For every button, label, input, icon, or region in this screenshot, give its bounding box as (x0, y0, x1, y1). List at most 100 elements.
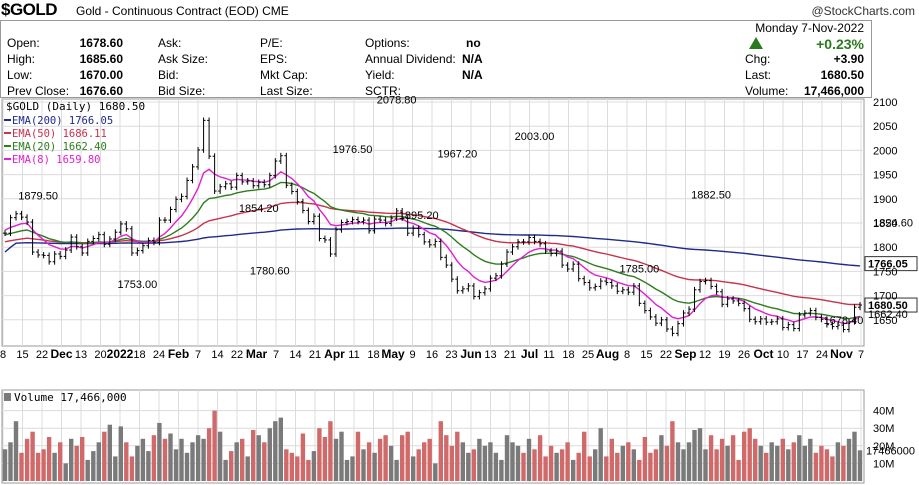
prev-close-value: 1676.60 (79, 84, 123, 98)
price-bar (670, 326, 675, 337)
price-bar (107, 236, 112, 248)
price-bar (846, 318, 851, 333)
volume-bar (251, 430, 256, 481)
price-annotation: 1854.20 (239, 203, 279, 215)
volume-bar (526, 438, 532, 481)
watermark: @StockCharts.com (811, 4, 915, 18)
volume-bar (830, 456, 835, 481)
ema8-line (4, 168, 861, 325)
volume-bar (377, 438, 383, 481)
price-bar (593, 283, 598, 291)
volume-bar (339, 431, 344, 481)
volume-legend: Volume 17,466,000 (4, 391, 127, 404)
date-tick-label: 15 (16, 349, 28, 361)
date-tick-label: Oct (753, 347, 773, 361)
right-value-label: 1662.40 (868, 309, 908, 321)
options-label: Options: (365, 36, 410, 50)
volume-bar (13, 421, 19, 481)
price-bar (306, 207, 311, 225)
price-bar (19, 210, 24, 221)
annotation-layer: 1879.50 1753.00 1854.20 1780.60 1976.50 2078.… (18, 94, 918, 327)
volume-bar (63, 463, 68, 481)
price-bar (527, 234, 532, 245)
price-bar (780, 315, 785, 331)
volume-bar (675, 442, 681, 481)
price-bar (278, 152, 283, 164)
date-tick-label: 10 (777, 349, 789, 361)
volume-bar (129, 456, 135, 481)
price-bar (709, 277, 714, 290)
price-bar (234, 172, 239, 191)
price-bar (438, 238, 443, 261)
price-tick-label: 1650 (873, 315, 897, 327)
volume-bar (190, 442, 195, 481)
price-bar (449, 262, 454, 283)
bid-size-label: Bid Size: (158, 84, 206, 98)
volume-bar (273, 421, 278, 481)
price-bar (609, 279, 614, 289)
date-tick-label: 13 (75, 349, 87, 361)
prev-close-label: Prev Close: (7, 84, 70, 98)
price-bar (135, 247, 140, 256)
mkt-cap-label: Mkt Cap: (260, 68, 309, 82)
price-bar (58, 251, 63, 260)
volume-label: Volume: (745, 84, 789, 98)
price-bar (747, 305, 752, 323)
price-bar (565, 262, 570, 272)
price-bar (146, 237, 151, 249)
price-tick-label: 2050 (873, 121, 897, 133)
volume-bar (102, 431, 107, 481)
price-bar (207, 117, 212, 160)
price-bar (74, 234, 79, 250)
volume-bar (80, 437, 85, 481)
volume-bar (289, 452, 294, 481)
price-annotation: 2003.00 (515, 131, 555, 143)
volume-bar (604, 456, 609, 481)
volume-bar (681, 449, 686, 481)
volume-bar (416, 449, 421, 481)
price-bar (416, 225, 421, 238)
volume-bar (8, 442, 13, 481)
date-tick-label: 15 (640, 349, 652, 361)
volume-bar (824, 449, 830, 481)
price-annotation: 1967.20 (437, 148, 477, 160)
volume-bar (565, 442, 570, 481)
volume-bar (686, 442, 692, 481)
price-annotation: 1780.60 (250, 266, 290, 278)
volume-bar (742, 431, 747, 481)
volume-bar (361, 449, 366, 481)
date-tick-label: 12 (699, 349, 711, 361)
chg-value: +3.90 (833, 52, 864, 66)
price-bar (356, 216, 361, 225)
volume-bar (140, 438, 146, 481)
volume-bar (846, 438, 852, 481)
price-bar (229, 180, 234, 191)
price-annotation: 1753.00 (118, 279, 158, 291)
volume-bar (411, 456, 416, 481)
volume-bar (852, 431, 857, 481)
date-tick-label: Jun (460, 347, 481, 361)
price-bar (714, 283, 719, 295)
date-tick-label: 20 (94, 349, 106, 361)
volume-bar (692, 430, 697, 481)
price-bar (411, 225, 416, 237)
options-value: no (466, 36, 481, 50)
price-bar (118, 221, 123, 236)
price-bar (3, 230, 7, 237)
legend-ema20: EMA(20) 1662.40 (12, 141, 107, 153)
date-tick-label: 18 (367, 349, 379, 361)
volume-bar (195, 435, 201, 481)
volume-bar (400, 435, 405, 481)
volume-bar (753, 438, 758, 481)
volume-bar (559, 449, 565, 481)
volume-bar (184, 452, 190, 481)
volume-bar (515, 445, 521, 481)
volume-bar (394, 459, 399, 481)
date-tick-label: 11 (543, 349, 554, 361)
ema-layer (4, 168, 861, 325)
exchange-text: CME (262, 4, 289, 18)
volume-bar (537, 435, 543, 481)
symbol-title: $GOLD (1, 0, 58, 19)
volume-bar (2, 449, 8, 481)
volume-bar (521, 452, 526, 481)
